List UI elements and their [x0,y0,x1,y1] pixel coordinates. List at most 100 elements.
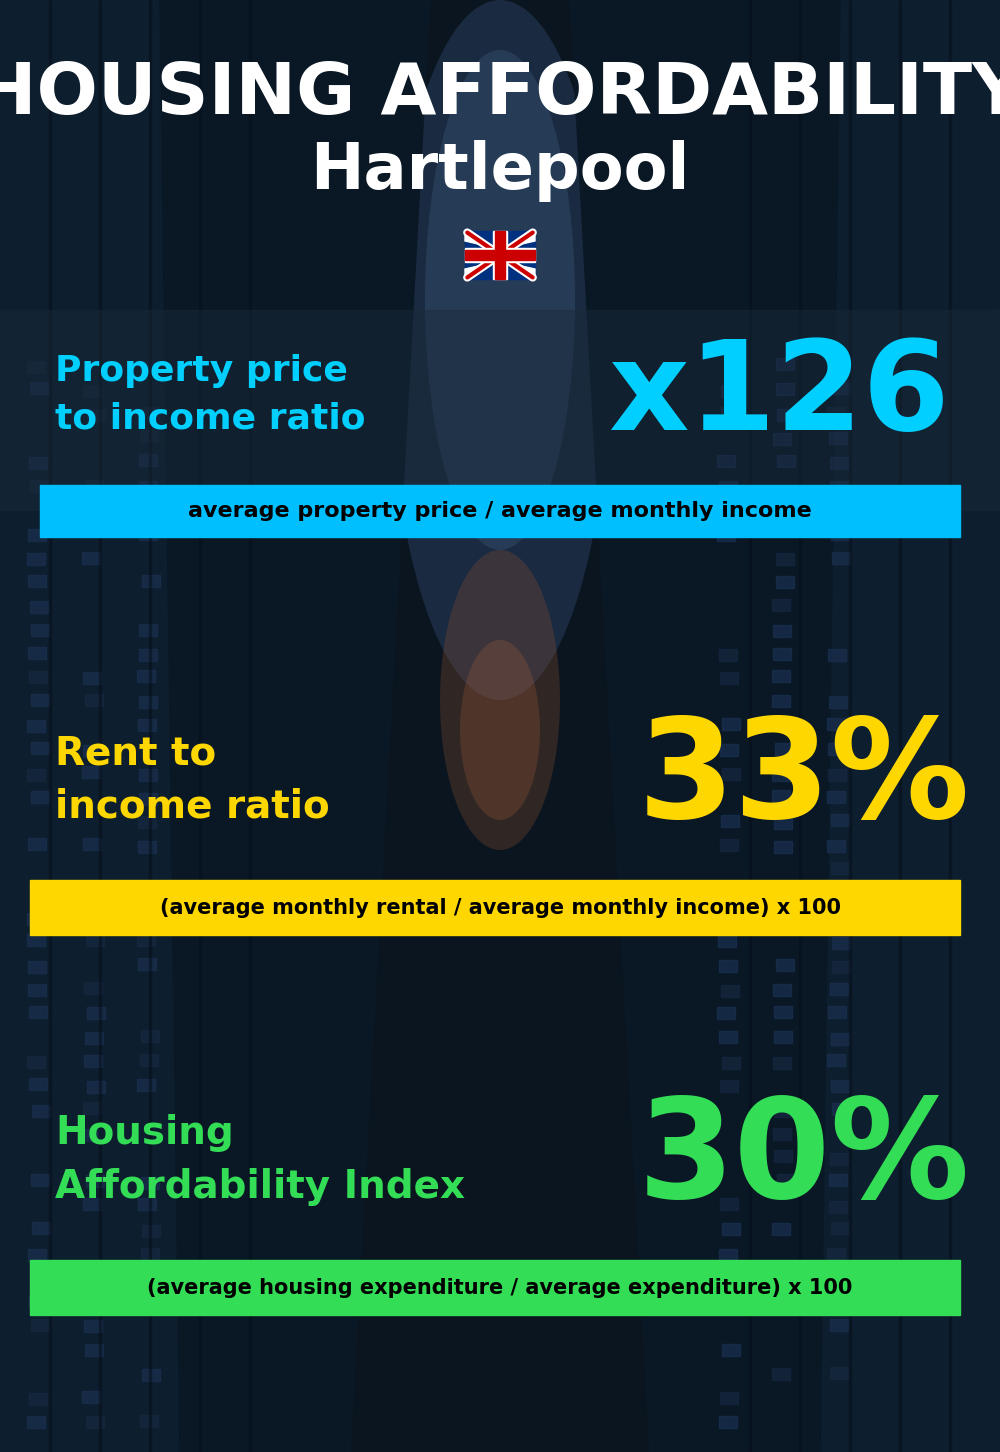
Bar [827,841,845,852]
Bar [719,1416,737,1427]
Bar [31,1175,49,1186]
Bar [40,485,960,537]
Bar [140,1416,158,1427]
Ellipse shape [390,0,610,700]
Bar [28,838,46,849]
Bar [774,1006,792,1018]
Bar [777,717,795,730]
Bar [99,0,101,1452]
Bar [830,1318,848,1331]
Bar [829,433,847,444]
Bar [776,383,794,395]
Bar [28,648,46,659]
Bar [199,0,201,1452]
Bar [772,1368,790,1379]
Bar [720,502,738,514]
Bar [31,791,49,803]
Bar [27,1056,45,1069]
Bar [774,841,792,852]
Bar [772,1223,790,1236]
Bar [32,1270,50,1284]
Bar [83,1102,101,1114]
Bar [32,1223,50,1234]
Bar [721,1272,739,1284]
Bar [86,1416,104,1427]
Bar [465,250,535,260]
Bar [829,1295,847,1307]
Bar [31,1318,49,1331]
Bar [829,1201,847,1212]
Bar [82,767,100,778]
Bar [719,649,737,661]
Bar [28,1249,46,1260]
Bar [777,409,795,421]
Bar [31,694,49,706]
Bar [720,1198,738,1210]
Bar [85,481,103,492]
Bar [137,1079,155,1090]
Bar [83,1198,101,1210]
Bar [777,1175,795,1186]
Bar [717,529,735,542]
Bar [83,672,101,684]
Bar [721,385,739,396]
Bar [773,433,791,444]
Bar [828,743,846,755]
Bar [84,1320,102,1331]
Bar [30,601,48,613]
Bar [773,1295,791,1307]
Bar [27,770,45,781]
Bar [31,742,49,754]
Bar [773,984,791,996]
Bar [721,815,739,828]
Bar [28,961,46,973]
Bar [29,671,47,682]
Bar [831,815,849,826]
Bar [719,481,737,494]
Bar [832,382,850,393]
Bar [465,248,535,261]
Bar [139,481,157,494]
Bar [773,1057,791,1069]
Ellipse shape [460,640,540,820]
Bar [82,889,100,902]
Bar [32,1105,50,1117]
Bar [141,1297,159,1310]
Bar [830,457,848,469]
Bar [719,1249,737,1260]
Bar [775,743,793,755]
Bar [832,1104,850,1115]
Bar [720,1392,738,1404]
Bar [140,1054,158,1066]
Bar [139,624,157,636]
Bar [721,407,739,420]
Bar [82,552,100,563]
Bar [28,529,46,542]
Bar [141,407,159,420]
Bar [720,672,738,684]
Bar [717,1008,735,1019]
Bar [83,385,101,396]
Bar [140,430,158,441]
Ellipse shape [440,550,560,849]
Bar [776,576,794,588]
Bar [137,934,155,947]
Bar [139,529,157,540]
Bar [141,1249,159,1260]
Ellipse shape [425,49,575,550]
Bar [141,1178,159,1189]
Bar [722,1345,740,1356]
Bar [85,694,103,706]
Bar [49,0,51,1452]
Text: HOUSING AFFORDABILITY: HOUSING AFFORDABILITY [0,60,1000,129]
Bar [772,790,790,802]
Bar [30,880,960,935]
Bar [85,1345,103,1356]
Text: Housing
Affordability Index: Housing Affordability Index [55,1115,465,1205]
Polygon shape [160,0,430,1452]
Bar [0,309,1000,510]
Bar [27,553,45,565]
Bar [774,817,792,829]
Bar [84,982,102,995]
Bar [30,481,48,492]
